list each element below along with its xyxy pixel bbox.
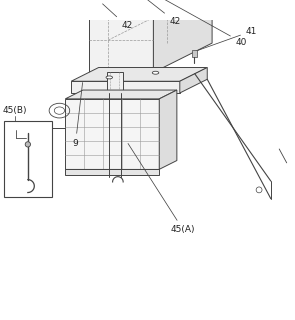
Polygon shape	[71, 68, 207, 81]
Circle shape	[256, 187, 262, 193]
Text: 45(B): 45(B)	[2, 106, 27, 115]
Circle shape	[98, 0, 109, 10]
Circle shape	[25, 142, 30, 147]
Polygon shape	[89, 8, 153, 72]
Polygon shape	[153, 0, 212, 72]
Polygon shape	[192, 50, 197, 58]
Polygon shape	[71, 81, 180, 93]
Polygon shape	[139, 4, 148, 10]
Text: 45(A): 45(A)	[128, 143, 196, 235]
Polygon shape	[159, 90, 177, 169]
Text: 42: 42	[138, 0, 181, 26]
Polygon shape	[65, 169, 159, 175]
Text: 42: 42	[103, 4, 132, 30]
Text: 41: 41	[197, 27, 257, 51]
Polygon shape	[65, 99, 159, 169]
Polygon shape	[89, 0, 212, 8]
Ellipse shape	[152, 71, 159, 74]
Polygon shape	[107, 72, 123, 93]
Circle shape	[130, 0, 141, 1]
Text: 40: 40	[161, 0, 247, 46]
Ellipse shape	[106, 76, 112, 79]
Circle shape	[101, 2, 106, 8]
Bar	[4, 121, 52, 197]
Polygon shape	[65, 90, 177, 99]
Polygon shape	[180, 68, 207, 93]
Polygon shape	[101, 4, 109, 10]
Text: 9: 9	[73, 83, 83, 148]
